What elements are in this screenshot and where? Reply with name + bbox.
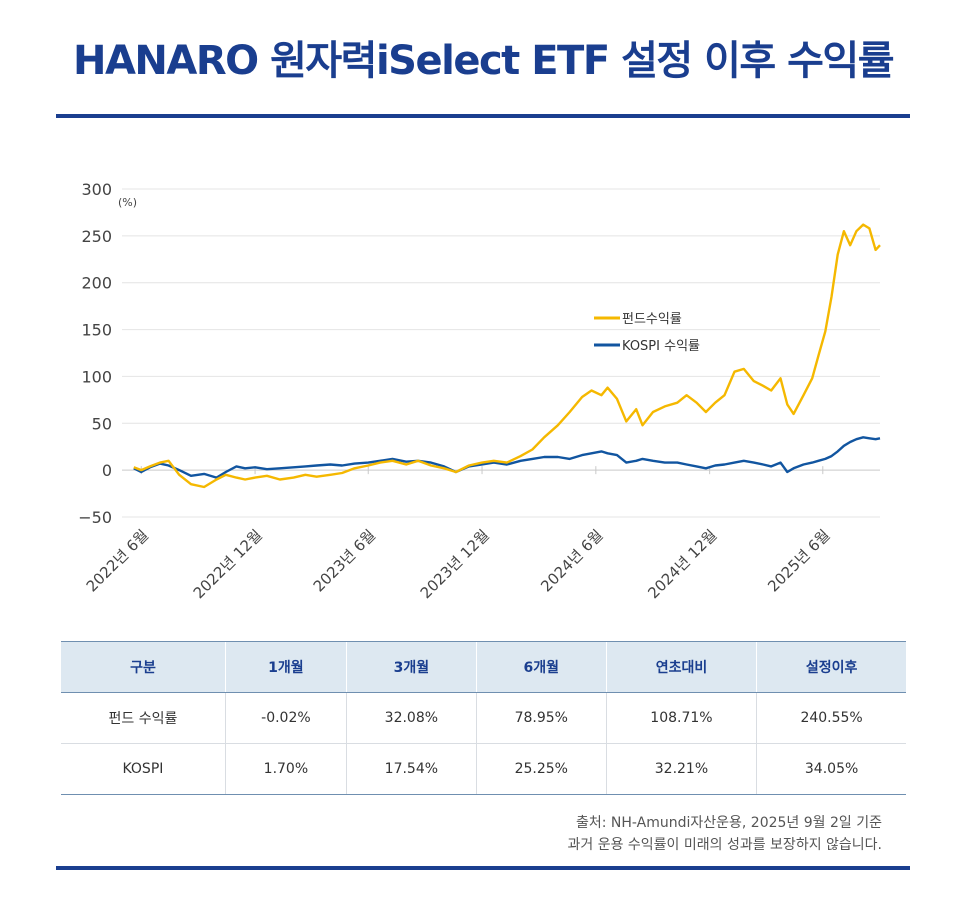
table-cell: 17.54% xyxy=(345,743,477,795)
returns-line-chart: 300 250 200 150 100 50 0 −50 (%) 2022년 6월 2022년 … xyxy=(78,180,881,602)
x-tick-label: 2023년 6월 xyxy=(310,526,379,595)
series-line xyxy=(133,223,881,489)
column-header: 구분 xyxy=(61,641,226,693)
table-cell: -0.02% xyxy=(224,692,347,744)
table-row: 펀드 수익률 -0.02% 32.08% 78.95% 108.71% 240.… xyxy=(61,692,906,744)
y-tick-label: −50 xyxy=(78,508,112,527)
y-tick-label: 0 xyxy=(102,461,112,480)
table-cell: 25.25% xyxy=(475,743,607,795)
y-tick-label: 150 xyxy=(81,321,112,340)
source-note: 출처: NH-Amundi자산운용, 2025년 9월 2일 기준 xyxy=(575,815,882,831)
table-cell: 108.71% xyxy=(605,692,757,744)
x-tick-label: 2025년 6월 xyxy=(764,526,833,595)
series-line xyxy=(133,436,881,479)
table-cell: 240.55% xyxy=(756,692,906,744)
column-header: 6개월 xyxy=(475,641,607,693)
x-tick-label: 2024년 12월 xyxy=(644,526,720,602)
column-header: 3개월 xyxy=(345,641,477,693)
table-cell: 78.95% xyxy=(475,692,607,744)
y-unit-label: (%) xyxy=(118,196,137,209)
table-header-row: 구분 1개월 3개월 6개월 연초대비 설정이후 xyxy=(61,641,906,693)
table-cell: 1.70% xyxy=(224,743,347,795)
table-cell: 34.05% xyxy=(756,743,906,795)
legend-label: 펀드수익률 xyxy=(622,312,682,327)
x-tick-label: 2024년 6월 xyxy=(537,526,606,595)
column-header: 설정이후 xyxy=(756,641,906,693)
table-cell: 32.21% xyxy=(605,743,757,795)
legend-label: KOSPI 수익률 xyxy=(622,339,700,354)
y-tick-label: 200 xyxy=(81,274,112,293)
row-label: KOSPI xyxy=(61,743,226,795)
footer-divider xyxy=(56,866,910,870)
y-tick-label: 50 xyxy=(92,414,112,433)
y-tick-label: 300 xyxy=(81,180,112,199)
row-label: 펀드 수익률 xyxy=(61,692,226,744)
column-header: 연초대비 xyxy=(605,641,757,693)
returns-table: 구분 1개월 3개월 6개월 연초대비 설정이후 펀드 수익률 -0.02% 3… xyxy=(61,641,906,795)
footnotes: 출처: NH-Amundi자산운용, 2025년 9월 2일 기준 과거 운용 … xyxy=(567,812,882,856)
table-cell: 32.08% xyxy=(345,692,477,744)
table-row: KOSPI 1.70% 17.54% 25.25% 32.21% 34.05% xyxy=(61,743,906,795)
page-title: HANARO 원자력iSelect ETF 설정 이후 수익률 xyxy=(72,38,895,84)
column-header: 1개월 xyxy=(224,641,347,693)
y-tick-label: 250 xyxy=(81,227,112,246)
title-divider xyxy=(56,114,910,118)
x-tick-label: 2022년 6월 xyxy=(83,526,152,595)
x-tick-label: 2023년 12월 xyxy=(417,526,493,602)
disclaimer-note: 과거 운용 수익률이 미래의 성과를 보장하지 않습니다. xyxy=(567,837,882,853)
x-tick-label: 2022년 12월 xyxy=(190,526,266,602)
y-tick-label: 100 xyxy=(81,367,112,386)
